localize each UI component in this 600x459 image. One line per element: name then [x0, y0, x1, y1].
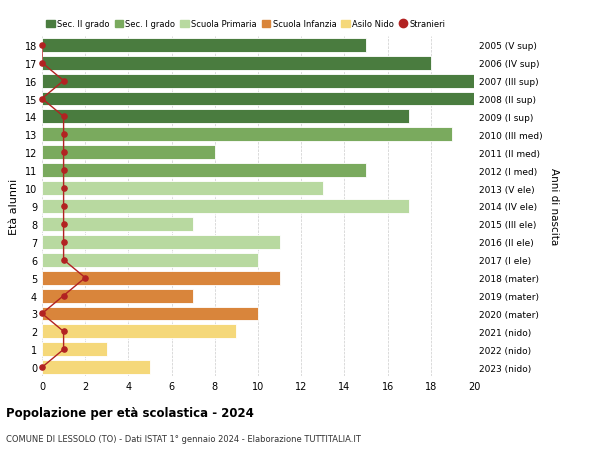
Point	[59, 257, 68, 264]
Point	[37, 364, 47, 371]
Bar	[42, 200, 409, 213]
Point	[37, 42, 47, 49]
Point	[59, 203, 68, 210]
Text: COMUNE DI LESSOLO (TO) - Dati ISTAT 1° gennaio 2024 - Elaborazione TUTTITALIA.IT: COMUNE DI LESSOLO (TO) - Dati ISTAT 1° g…	[6, 434, 361, 443]
Legend: Sec. II grado, Sec. I grado, Scuola Primaria, Scuola Infanzia, Asilo Nido, Stran: Sec. II grado, Sec. I grado, Scuola Prim…	[46, 20, 446, 29]
Bar	[42, 360, 150, 375]
Bar	[42, 235, 280, 249]
Point	[37, 95, 47, 103]
Point	[37, 310, 47, 318]
Point	[37, 60, 47, 67]
Bar	[42, 342, 107, 357]
Bar	[42, 39, 366, 53]
Bar	[42, 218, 193, 231]
Point	[59, 131, 68, 139]
Bar	[42, 74, 474, 89]
Point	[59, 346, 68, 353]
Bar	[42, 271, 280, 285]
Point	[59, 113, 68, 121]
Point	[80, 274, 90, 282]
Y-axis label: Anni di nascita: Anni di nascita	[549, 168, 559, 245]
Bar	[42, 92, 474, 106]
Point	[59, 239, 68, 246]
Bar	[42, 253, 258, 267]
Bar	[42, 182, 323, 196]
Point	[59, 167, 68, 174]
Point	[59, 149, 68, 157]
Bar	[42, 146, 215, 160]
Bar	[42, 307, 258, 321]
Point	[59, 292, 68, 300]
Bar	[42, 110, 409, 124]
Point	[59, 328, 68, 336]
Point	[59, 221, 68, 228]
Bar	[42, 289, 193, 303]
Point	[59, 185, 68, 192]
Bar	[42, 164, 366, 178]
Text: Popolazione per età scolastica - 2024: Popolazione per età scolastica - 2024	[6, 406, 254, 419]
Bar	[42, 325, 236, 339]
Bar	[42, 56, 431, 71]
Bar	[42, 128, 452, 142]
Y-axis label: Età alunni: Età alunni	[9, 179, 19, 235]
Point	[59, 78, 68, 85]
